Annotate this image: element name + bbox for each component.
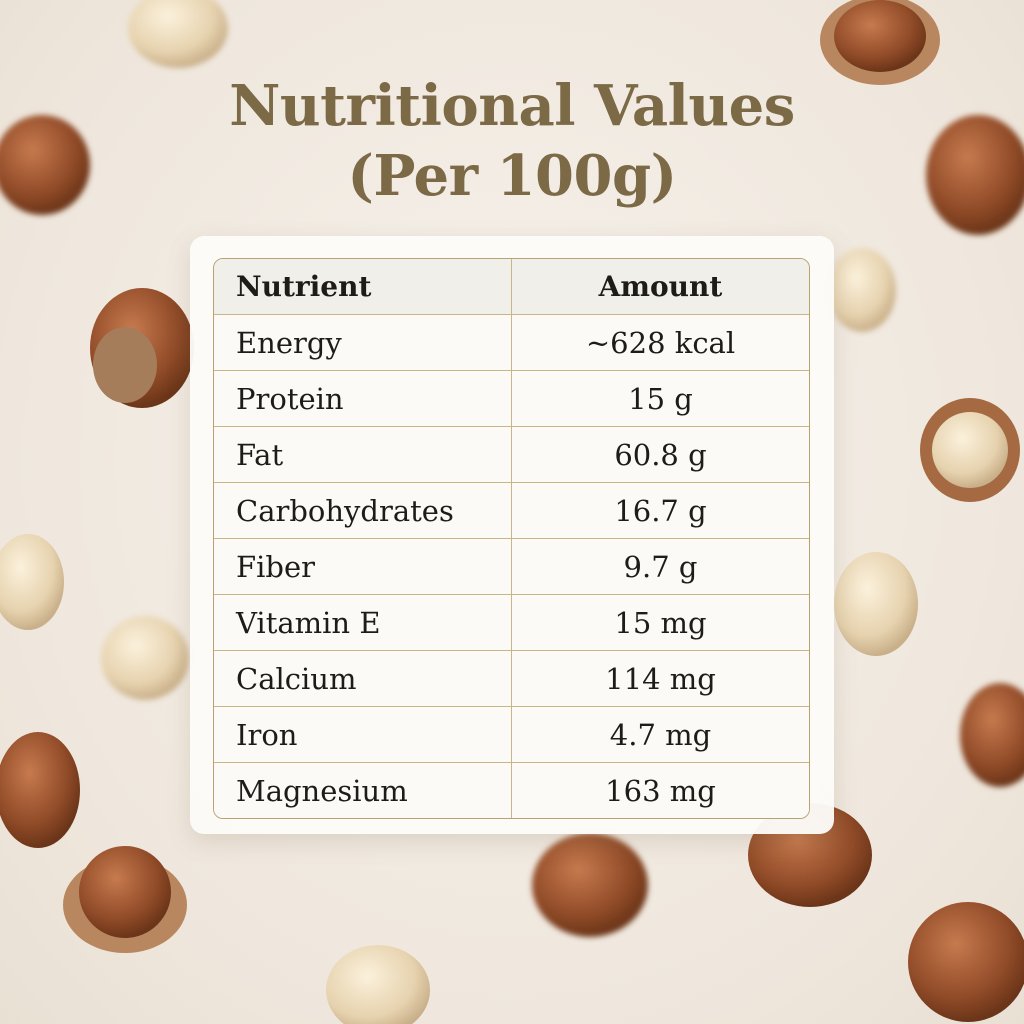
column-header: Amount: [512, 259, 809, 315]
table-row: Protein 15 g: [214, 371, 809, 427]
amount-cell: 9.7 g: [512, 539, 809, 595]
table-row: Fiber 9.7 g: [214, 539, 809, 595]
nutrient-cell: Iron: [214, 707, 512, 763]
table-row: Iron 4.7 mg: [214, 707, 809, 763]
table-body: Energy ~628 kcal Protein 15 g Fat 60.8 g Carbo…: [214, 315, 809, 818]
nutrient-cell: Energy: [214, 315, 512, 371]
nutrient-cell: Protein: [214, 371, 512, 427]
table-row: Vitamin E 15 mg: [214, 595, 809, 651]
amount-cell: 15 g: [512, 371, 809, 427]
table-row: Magnesium 163 mg: [214, 763, 809, 818]
amount-cell: 163 mg: [512, 763, 809, 818]
title-line: Nutritional Values: [229, 73, 795, 139]
table-row: Calcium 114 mg: [214, 651, 809, 707]
amount-cell: 16.7 g: [512, 483, 809, 539]
amount-cell: 15 mg: [512, 595, 809, 651]
nutrient-cell: Vitamin E: [214, 595, 512, 651]
amount-cell: 4.7 mg: [512, 707, 809, 763]
header-row: Nutrient Amount: [214, 259, 809, 315]
nutrition-table: Nutrient Amount Energy ~628 kcal Protein 15…: [213, 258, 810, 819]
amount-cell: ~628 kcal: [512, 315, 809, 371]
table-row: Carbohydrates 16.7 g: [214, 483, 809, 539]
title-line: (Per 100g): [347, 143, 677, 209]
amount-cell: 114 mg: [512, 651, 809, 707]
nutrient-cell: Calcium: [214, 651, 512, 707]
nutrient-cell: Fiber: [214, 539, 512, 595]
table-row: Energy ~628 kcal: [214, 315, 809, 371]
card: Nutrient Amount Energy ~628 kcal Protein 15…: [190, 236, 834, 834]
amount-cell: 60.8 g: [512, 427, 809, 483]
nutrient-cell: Magnesium: [214, 763, 512, 818]
nutrient-cell: Fat: [214, 427, 512, 483]
column-header: Nutrient: [214, 259, 512, 315]
table-row: Fat 60.8 g: [214, 427, 809, 483]
nutrient-cell: Carbohydrates: [214, 483, 512, 539]
